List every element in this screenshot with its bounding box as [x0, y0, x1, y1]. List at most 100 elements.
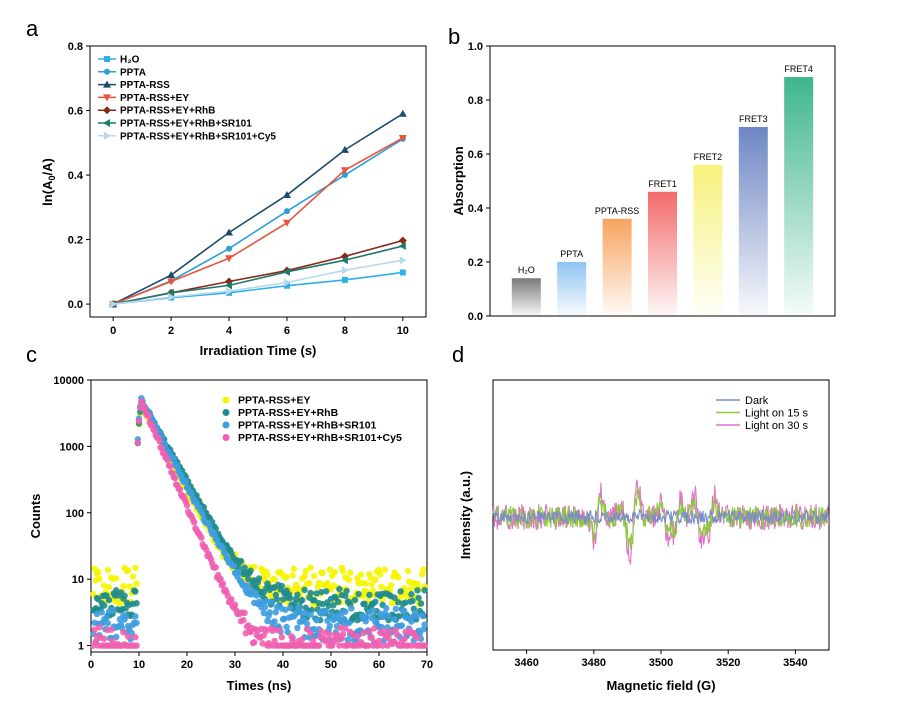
panel-b-bar-chart: 0.0 0.2 0.4 0.6 0.8 1.0 H₂O PPTA PPTA-RSS FRET1 F… — [451, 41, 836, 323]
panel-c-point — [141, 405, 149, 412]
panel-c-point — [251, 639, 258, 646]
panel-c-point — [101, 635, 108, 642]
panel-c-point — [343, 587, 350, 595]
panel-a-point — [398, 109, 407, 117]
panel-c-point — [289, 572, 296, 579]
panel-a-series-line — [113, 245, 404, 305]
panel-c-point — [372, 598, 379, 605]
panel-c-point — [372, 576, 379, 583]
panel-c-xtick-label: 20 — [181, 659, 193, 671]
panel-label-a: a — [26, 16, 39, 41]
panel-a-point — [226, 287, 234, 296]
panel-c-point — [378, 583, 385, 590]
panel-c-point — [403, 593, 410, 600]
panel-c-point — [369, 607, 377, 614]
panel-c-legend-label: PPTA-RSS+EY — [238, 395, 310, 407]
panel-c-point — [307, 629, 314, 637]
panel-c-point — [307, 589, 314, 597]
panel-c-point — [294, 591, 301, 598]
panel-c-point — [307, 564, 314, 571]
panel-c-point — [96, 623, 103, 631]
panel-c-point — [383, 604, 390, 612]
panel-c-point — [283, 573, 290, 581]
panel-c-point — [271, 618, 278, 625]
panel-c-point — [315, 642, 323, 649]
panel-c-point — [98, 609, 106, 616]
panel-d-legend-label: Light on 15 s — [745, 408, 808, 420]
panel-c-point — [126, 583, 133, 590]
panel-c-point — [279, 596, 287, 603]
panel-c-point — [387, 582, 395, 589]
panel-c-point — [402, 599, 409, 606]
panel-b-ytick-label: 0.0 — [468, 311, 483, 323]
panel-a-legend-marker — [103, 80, 111, 88]
panel-c-point — [415, 594, 422, 602]
panel-a-point — [282, 219, 291, 227]
panel-label-b: b — [448, 24, 460, 49]
panel-d-series-line — [492, 508, 830, 526]
panel-a-point — [398, 242, 406, 251]
panel-c-point — [395, 599, 402, 606]
panel-c-point — [301, 573, 308, 580]
panel-c-xtick-label: 40 — [277, 659, 289, 671]
panel-c-point — [104, 566, 112, 574]
panel-a-point — [168, 292, 176, 301]
panel-c-point — [132, 564, 139, 572]
panel-c-point — [371, 625, 378, 632]
panel-c-point — [326, 566, 333, 573]
panel-c-point — [263, 598, 270, 605]
panel-a-xtick-label: 8 — [342, 325, 348, 337]
panel-c-point — [392, 605, 399, 613]
panel-c-point — [309, 637, 317, 644]
panel-c-point — [401, 635, 408, 643]
panel-c-point — [267, 598, 275, 606]
panel-c-point — [103, 614, 110, 621]
panel-a-legend-label: PPTA-RSS — [120, 80, 170, 91]
panel-c-point — [421, 642, 428, 649]
panel-d-legend-label: Dark — [745, 395, 769, 407]
panel-c-point — [120, 629, 127, 636]
panel-c-point — [133, 600, 140, 607]
panel-a-legend-marker — [103, 119, 110, 127]
panel-b-ytick-label: 0.2 — [468, 257, 483, 269]
panel-c-point — [113, 575, 120, 582]
panel-b-ytick-label: 0.6 — [468, 149, 483, 161]
panel-c-point — [307, 611, 314, 618]
panel-a-point — [282, 191, 291, 199]
panel-c-scatter-chart: 0 10 20 30 40 50 60 70 1 10 100 1000 10000 PPTA-RSS+… — [28, 375, 433, 693]
panel-b-bar-label: FRET1 — [648, 179, 677, 189]
panel-c-point — [264, 571, 271, 579]
panel-c-point — [331, 569, 338, 576]
panel-a-point — [398, 236, 407, 245]
panel-c-point — [395, 574, 402, 581]
panel-b-bar-label: PPTA-RSS — [595, 206, 639, 216]
panel-c-point — [183, 502, 191, 509]
panel-d-xtick-label: 3480 — [582, 657, 606, 669]
panel-a-legend-marker — [104, 68, 110, 75]
panel-c-point — [212, 564, 219, 571]
panel-c-point — [391, 616, 398, 623]
panel-c-legend-marker — [222, 409, 230, 416]
panel-c-point — [414, 587, 421, 594]
panel-c-point — [360, 629, 367, 637]
panel-a-point — [340, 256, 348, 265]
panel-a-point — [167, 278, 176, 286]
panel-a-series-line — [113, 259, 403, 305]
panel-c-point — [241, 609, 248, 617]
panel-c-xtick-label: 50 — [325, 659, 337, 671]
panel-c-point — [287, 595, 294, 602]
panel-a-xtick-label: 0 — [110, 325, 116, 337]
panel-c-point — [362, 580, 369, 587]
panel-c-point — [421, 587, 428, 594]
panel-c-point — [245, 575, 252, 583]
panel-c-point — [271, 576, 278, 583]
panel-c-point — [156, 437, 163, 445]
panel-c-point — [264, 617, 271, 625]
panel-b-bar — [557, 262, 587, 316]
panel-a-point — [167, 271, 176, 279]
panel-b-bar — [784, 77, 814, 316]
panel-c-point — [311, 597, 318, 604]
panel-a-series-line — [113, 239, 404, 305]
panel-c-point — [421, 621, 428, 628]
